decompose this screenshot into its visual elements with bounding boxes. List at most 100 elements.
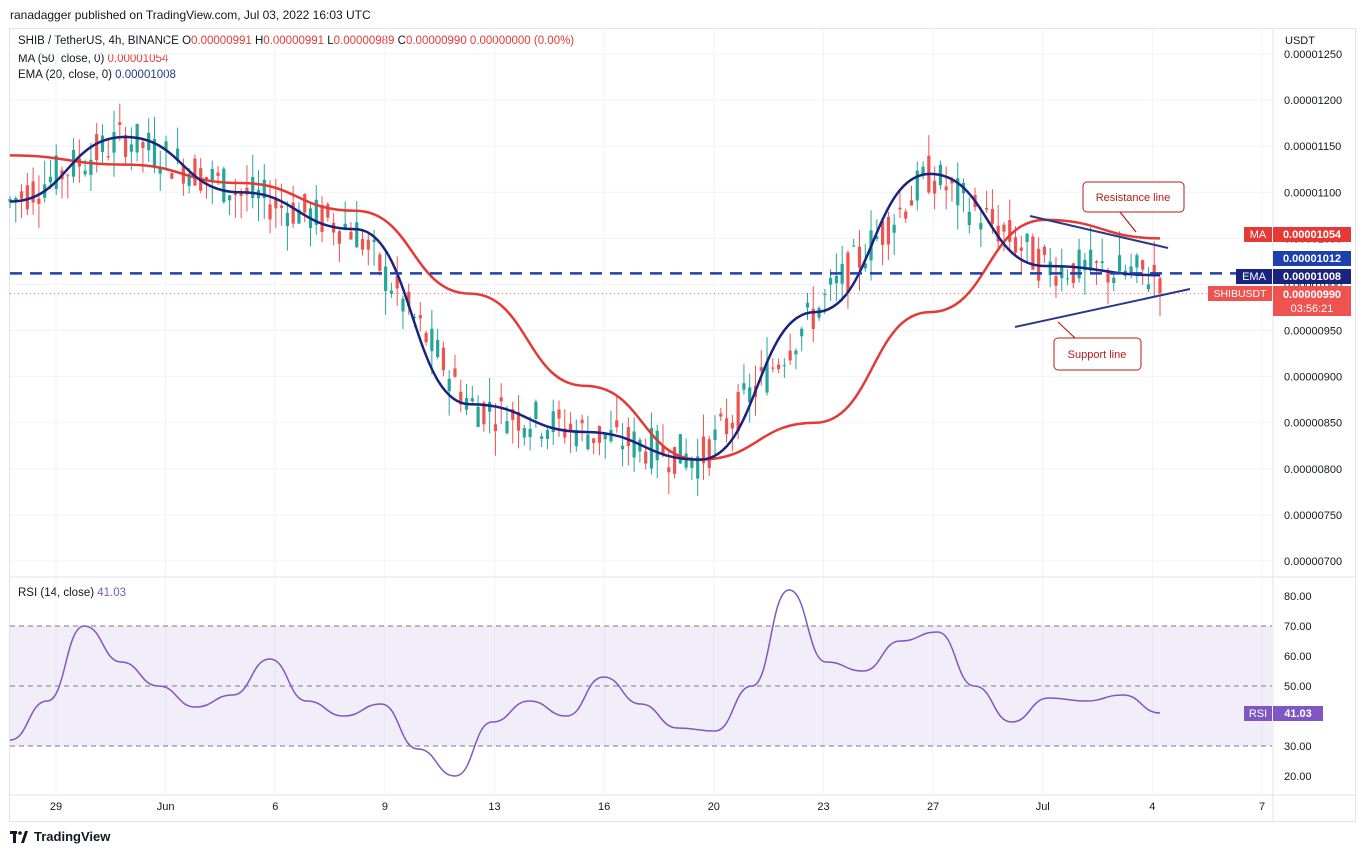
symbol-name[interactable]: SHIB / TetherUS, 4h, BINANCE <box>18 35 179 47</box>
candle-body <box>164 141 168 151</box>
candle-body <box>649 428 654 469</box>
price-axis-ticks: 0.00001250 0.00001200 0.00001150 0.00001100… <box>1284 49 1342 568</box>
candle-body <box>204 177 209 180</box>
ohlc-high: 0.00000991 <box>263 35 325 47</box>
candle-body <box>395 275 399 289</box>
candle-body <box>66 175 70 177</box>
candle-body <box>852 245 856 247</box>
line-tag-value: 0.00001012 <box>1283 253 1341 265</box>
ma-value: 0.00001054 <box>107 53 169 65</box>
candle-body <box>996 225 1000 242</box>
candle-body <box>528 428 532 438</box>
rsi-band-lines <box>10 625 1272 747</box>
ma-tag-name: MA <box>1250 229 1267 241</box>
time-label: Jun <box>157 801 175 813</box>
candle-body <box>557 409 561 419</box>
ma-label[interactable]: MA (50, close, 0) <box>18 53 105 65</box>
candle-body <box>349 231 353 240</box>
candle-body <box>904 211 908 219</box>
candle-body <box>343 223 347 228</box>
symbol-legend[interactable]: SHIB / TetherUS, 4h, BINANCE O0.00000991… <box>18 35 574 47</box>
candle-body <box>1042 246 1047 255</box>
candle-body <box>1089 249 1093 271</box>
candle-body <box>933 180 937 194</box>
candle-body <box>378 254 382 271</box>
candle-body <box>511 409 515 420</box>
tradingview-brand[interactable]: TradingView <box>10 829 110 844</box>
candle-body <box>540 436 544 439</box>
candle-body <box>713 429 717 441</box>
candle-body <box>690 458 694 468</box>
candle-body <box>1141 260 1145 270</box>
price-tick-label: 0.00001200 <box>1284 95 1342 107</box>
candle-body <box>118 122 122 125</box>
resistance-text: Resistance line <box>1096 192 1171 204</box>
price-tick-label: 0.00000950 <box>1284 326 1342 338</box>
candle-body <box>1112 277 1116 284</box>
ohlc-high-label: H <box>254 35 264 47</box>
candle-body <box>19 191 24 199</box>
candle-body <box>615 420 619 428</box>
candle-body <box>14 197 18 201</box>
candle-body <box>407 291 411 307</box>
line-price-tag: 0.00001012 <box>1273 251 1351 266</box>
candle-body <box>863 263 867 269</box>
candle-body <box>1117 255 1122 272</box>
candle-body <box>216 172 220 176</box>
support-callout[interactable]: Support line <box>1053 321 1142 371</box>
candle-body <box>1152 264 1156 276</box>
candle-body <box>742 383 746 390</box>
candle-body <box>875 236 879 239</box>
candle-body <box>730 422 734 429</box>
candle-body <box>112 132 116 153</box>
candle-body <box>170 173 174 179</box>
candle-body <box>1008 220 1012 242</box>
ohlc-open: 0.00000991 <box>191 35 252 47</box>
ema-tag-name: EMA <box>1242 271 1267 283</box>
candle-body <box>227 195 232 201</box>
support-text: Support line <box>1068 349 1127 361</box>
candle-body <box>684 453 688 468</box>
candle-body <box>418 315 422 319</box>
candle-body <box>840 263 844 284</box>
symbol-tag-name: SHIBUSDT <box>1213 288 1267 300</box>
resistance-trendline <box>1029 215 1169 249</box>
candle-body <box>251 176 255 199</box>
candle-body <box>696 456 700 479</box>
ema-legend[interactable]: EMA (20, close, 0) 0.00001008 <box>18 69 176 81</box>
candle-body <box>175 148 180 161</box>
ma-legend[interactable]: MA (50, close, 0) 0.00001054 <box>18 53 168 65</box>
candle-body <box>401 298 405 312</box>
candle-body <box>158 168 162 174</box>
candle-body <box>360 239 365 250</box>
candle-body <box>551 411 555 433</box>
candle-body <box>48 176 53 183</box>
candle-body <box>834 275 838 284</box>
candle-body <box>239 191 243 196</box>
time-axis-labels: 29 Jun 6 9 13 16 20 23 27 Jul 4 7 <box>50 801 1265 813</box>
candle-body <box>534 401 538 419</box>
resistance-callout[interactable]: Resistance line <box>1082 181 1185 233</box>
candle-body <box>89 159 93 175</box>
candle-body <box>701 436 706 464</box>
candle-body <box>129 144 133 152</box>
ema-label[interactable]: EMA (20, close, 0) <box>18 69 112 81</box>
rsi-tick-label: 30.00 <box>1284 741 1312 753</box>
candle-body <box>372 239 376 243</box>
rsi-line <box>9 589 1161 777</box>
candle-body <box>1106 270 1110 283</box>
candle-body <box>1094 261 1099 263</box>
candle-body <box>568 423 573 432</box>
candle-body <box>1083 259 1087 271</box>
candle-body <box>95 133 99 161</box>
candle-body <box>597 426 602 443</box>
rsi-tick-label: 50.00 <box>1284 681 1312 693</box>
time-label: 23 <box>817 801 829 813</box>
price-tick-label: 0.00000800 <box>1284 464 1342 476</box>
candle-body <box>586 434 590 450</box>
price-tick-label: 0.00001100 <box>1284 187 1341 199</box>
candle-body <box>453 368 457 377</box>
candle-body <box>765 361 769 393</box>
candle-body <box>857 246 862 268</box>
